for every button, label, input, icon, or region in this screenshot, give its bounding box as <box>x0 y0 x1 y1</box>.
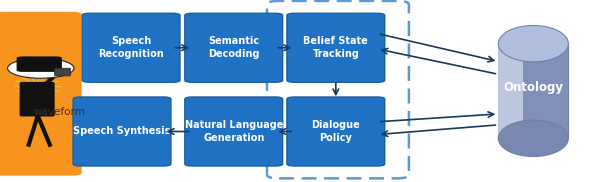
FancyBboxPatch shape <box>287 97 385 166</box>
FancyBboxPatch shape <box>54 68 70 76</box>
FancyBboxPatch shape <box>17 56 62 72</box>
Text: Speech Synthesis: Speech Synthesis <box>73 126 171 136</box>
FancyBboxPatch shape <box>0 12 82 176</box>
FancyBboxPatch shape <box>19 82 54 116</box>
Polygon shape <box>498 44 568 138</box>
FancyBboxPatch shape <box>82 13 180 82</box>
Text: Natural Language
Generation: Natural Language Generation <box>185 120 283 143</box>
Ellipse shape <box>498 25 568 62</box>
FancyBboxPatch shape <box>287 13 385 82</box>
Circle shape <box>8 58 74 78</box>
FancyBboxPatch shape <box>185 97 283 166</box>
Text: Semantic
Decoding: Semantic Decoding <box>208 36 260 59</box>
Text: Belief State
Tracking: Belief State Tracking <box>303 36 368 59</box>
FancyBboxPatch shape <box>73 97 171 166</box>
Text: Ontology: Ontology <box>503 81 564 94</box>
Text: Dialogue
Policy: Dialogue Policy <box>312 120 360 143</box>
Text: Speech
Recognition: Speech Recognition <box>98 36 164 59</box>
Ellipse shape <box>498 120 568 157</box>
Polygon shape <box>498 44 523 138</box>
FancyBboxPatch shape <box>185 13 283 82</box>
Text: waveform: waveform <box>33 107 85 117</box>
